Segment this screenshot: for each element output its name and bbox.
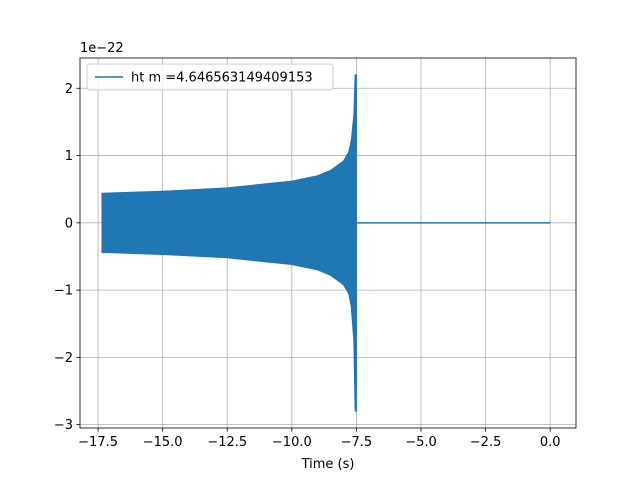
x-tick-label: −15.0 (143, 435, 183, 450)
x-axis-ticks: −17.5 −15.0 −12.5 −10.0 −7.5 −5.0 −2.5 0.0 (78, 428, 561, 450)
legend-box (86, 63, 334, 91)
plot-frame (79, 57, 577, 429)
y-offset-label: 1e−22 (80, 41, 124, 56)
x-tick-label: −7.5 (341, 435, 373, 450)
legend-label: ht m =4.646563149409153 (131, 71, 313, 86)
legend: ht m =4.646563149409153 (86, 63, 334, 91)
x-tick-label: −5.0 (405, 435, 437, 450)
y-tick-label: 2 (65, 82, 73, 97)
x-axis-label: Time (s) (301, 457, 355, 472)
x-tick-label: 0.0 (540, 435, 561, 450)
y-axis-ticks: 2 1 0 −1 −2 −3 (54, 82, 80, 433)
x-tick-label: −2.5 (470, 435, 502, 450)
series-oscillation-band (101, 74, 357, 412)
y-tick-label: 1 (65, 149, 73, 164)
x-tick-label: −12.5 (207, 435, 247, 450)
x-tick-label: −10.0 (272, 435, 312, 450)
y-tick-label: −1 (54, 284, 73, 299)
y-tick-label: −2 (54, 351, 73, 366)
y-tick-label: 0 (65, 216, 73, 231)
x-tick-label: −17.5 (78, 435, 118, 450)
series-layer (101, 74, 551, 412)
y-tick-label: −3 (54, 418, 73, 433)
